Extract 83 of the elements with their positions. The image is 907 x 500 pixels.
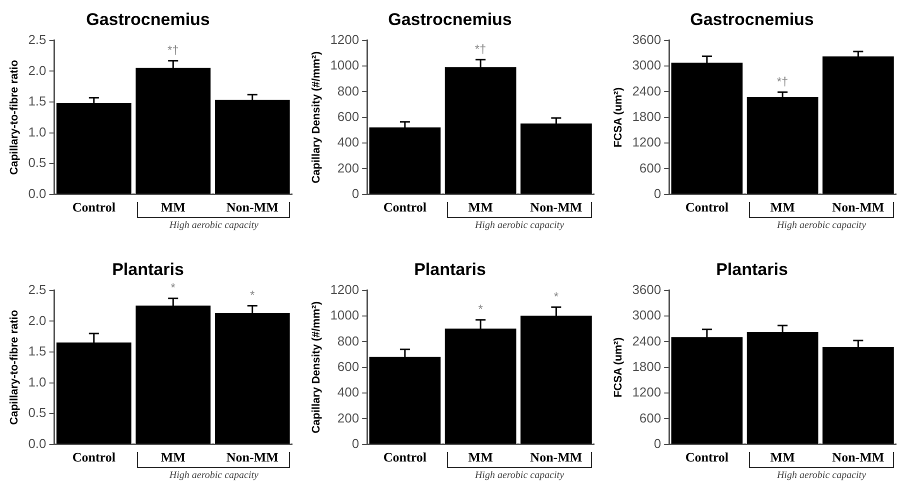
x-tick-label: Control (72, 450, 116, 465)
y-tick-label: 600 (639, 160, 662, 176)
y-axis-title: FCSA (um²) (612, 337, 625, 398)
y-tick-label: 2400 (632, 333, 662, 348)
y-tick-label: 0 (352, 436, 360, 451)
y-tick-label: 3600 (632, 32, 662, 47)
text: High aerobic capacity (168, 220, 260, 232)
text: High aerobic capacity (474, 220, 566, 232)
y-tick-label: 0 (352, 186, 360, 201)
y-tick-label: 600 (639, 410, 662, 426)
x-tick-label: Non-MM (530, 200, 582, 215)
annotation: * (170, 280, 176, 295)
y-tick-label: 2.5 (28, 282, 46, 297)
annotation: * (554, 289, 559, 304)
y-axis-title: Capillary-to-fibre ratio (8, 60, 21, 175)
text: High aerobic capacity (776, 220, 868, 232)
y-tick-label: 0.5 (28, 155, 46, 170)
x-tick-label: MM (468, 450, 493, 465)
y-tick-label: 1200 (330, 32, 360, 47)
x-tick-label: Control (685, 200, 729, 215)
x-tick-label: Control (383, 200, 427, 215)
y-tick-label: 2400 (632, 83, 662, 98)
y-axis-title: Capillary Density (#/mm²) (310, 51, 323, 184)
text: High aerobic capacity (168, 470, 260, 482)
x-tick-label: Non-MM (226, 200, 278, 215)
y-tick-label: 600 (337, 108, 360, 124)
y-tick-label: 1800 (632, 358, 662, 374)
y-tick-label: 2.0 (28, 62, 46, 78)
y-tick-label: 3600 (632, 282, 662, 297)
x-tick-label: MM (770, 200, 795, 215)
annotation: * (478, 302, 484, 316)
y-tick-label: 1.5 (28, 344, 46, 359)
x-tick-label: MM (160, 450, 186, 465)
y-tick-label: 2.0 (28, 312, 46, 328)
y-tick-label: 1000 (330, 308, 360, 323)
chart-title: Plantaris (112, 260, 184, 279)
y-tick-label: 800 (337, 333, 360, 348)
x-tick-label: MM (468, 200, 493, 215)
y-tick-label: 1200 (632, 134, 662, 150)
y-tick-label: 1.5 (28, 94, 46, 109)
x-tick-label: MM (770, 450, 795, 465)
annotation: *† (167, 43, 179, 58)
y-tick-label: 0.5 (28, 405, 46, 420)
x-tick-label: Non-MM (530, 450, 582, 465)
text: High aerobic capacity (776, 470, 868, 482)
y-tick-label: 2.5 (28, 32, 46, 47)
y-tick-label: 3000 (632, 308, 662, 323)
x-tick-label: Control (685, 450, 729, 465)
y-tick-label: 400 (337, 384, 360, 400)
y-axis-title: Capillary Density (#/mm²) (310, 301, 323, 434)
y-tick-label: 200 (337, 160, 360, 176)
y-tick-label: 0 (654, 436, 662, 451)
y-tick-label: 1800 (632, 108, 662, 124)
x-tick-label: Control (72, 200, 116, 215)
annotation: *† (474, 42, 486, 56)
x-tick-label: Non-MM (226, 450, 278, 465)
y-tick-label: 0.0 (28, 436, 46, 451)
y-tick-label: 3000 (632, 58, 662, 73)
chart-title: Gastrocnemius (388, 10, 512, 29)
y-tick-label: 800 (337, 83, 360, 98)
y-axis-title: FCSA (um²) (612, 87, 625, 148)
chart-title: Plantaris (716, 260, 788, 279)
y-tick-label: 1.0 (28, 374, 46, 390)
y-tick-label: 600 (337, 358, 360, 374)
text: High aerobic capacity (474, 470, 566, 482)
y-tick-label: 1200 (330, 282, 360, 297)
chart-title: Plantaris (414, 260, 486, 279)
y-tick-label: 1.0 (28, 124, 46, 140)
y-axis-title: Capillary-to-fibre ratio (8, 310, 21, 425)
x-tick-label: MM (160, 200, 186, 215)
y-tick-label: 400 (337, 134, 360, 150)
x-tick-label: Non-MM (832, 200, 884, 215)
y-tick-label: 0 (654, 186, 662, 201)
annotation: *† (776, 74, 788, 88)
x-tick-label: Non-MM (832, 450, 884, 465)
chart-title: Gastrocnemius (86, 10, 210, 29)
x-tick-label: Control (383, 450, 427, 465)
y-tick-label: 1000 (330, 58, 360, 73)
y-tick-label: 0.0 (28, 186, 46, 201)
y-tick-label: 1200 (632, 384, 662, 400)
chart-title: Gastrocnemius (690, 10, 814, 29)
y-tick-label: 200 (337, 410, 360, 426)
annotation: * (250, 288, 256, 302)
